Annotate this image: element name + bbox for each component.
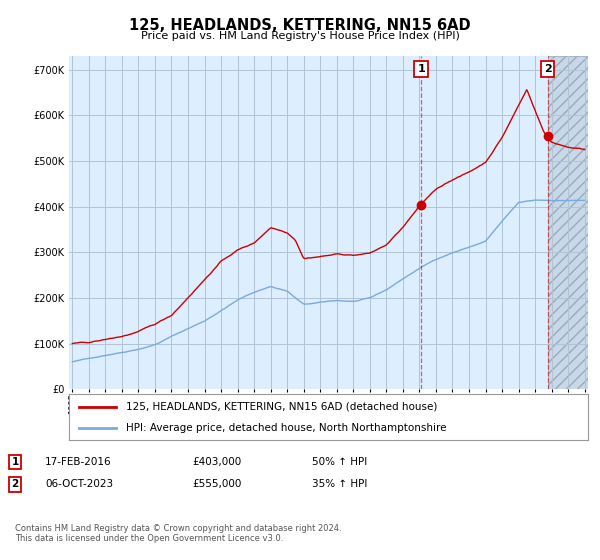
Text: Contains HM Land Registry data © Crown copyright and database right 2024.
This d: Contains HM Land Registry data © Crown c… (15, 524, 341, 543)
Text: 35% ↑ HPI: 35% ↑ HPI (312, 479, 367, 489)
Text: 2: 2 (544, 64, 551, 74)
Bar (548, 56, 593, 389)
Text: 1: 1 (418, 64, 425, 74)
Text: £403,000: £403,000 (192, 457, 241, 467)
Text: 1: 1 (11, 457, 19, 467)
Text: 2: 2 (11, 479, 19, 489)
Text: 17-FEB-2016: 17-FEB-2016 (45, 457, 112, 467)
Text: £555,000: £555,000 (192, 479, 241, 489)
Text: 125, HEADLANDS, KETTERING, NN15 6AD: 125, HEADLANDS, KETTERING, NN15 6AD (129, 18, 471, 33)
Text: 50% ↑ HPI: 50% ↑ HPI (312, 457, 367, 467)
Text: HPI: Average price, detached house, North Northamptonshire: HPI: Average price, detached house, Nort… (126, 423, 446, 433)
Text: Price paid vs. HM Land Registry's House Price Index (HPI): Price paid vs. HM Land Registry's House … (140, 31, 460, 41)
Bar (548, 56, 593, 389)
Text: 125, HEADLANDS, KETTERING, NN15 6AD (detached house): 125, HEADLANDS, KETTERING, NN15 6AD (det… (126, 402, 437, 412)
Text: 06-OCT-2023: 06-OCT-2023 (45, 479, 113, 489)
